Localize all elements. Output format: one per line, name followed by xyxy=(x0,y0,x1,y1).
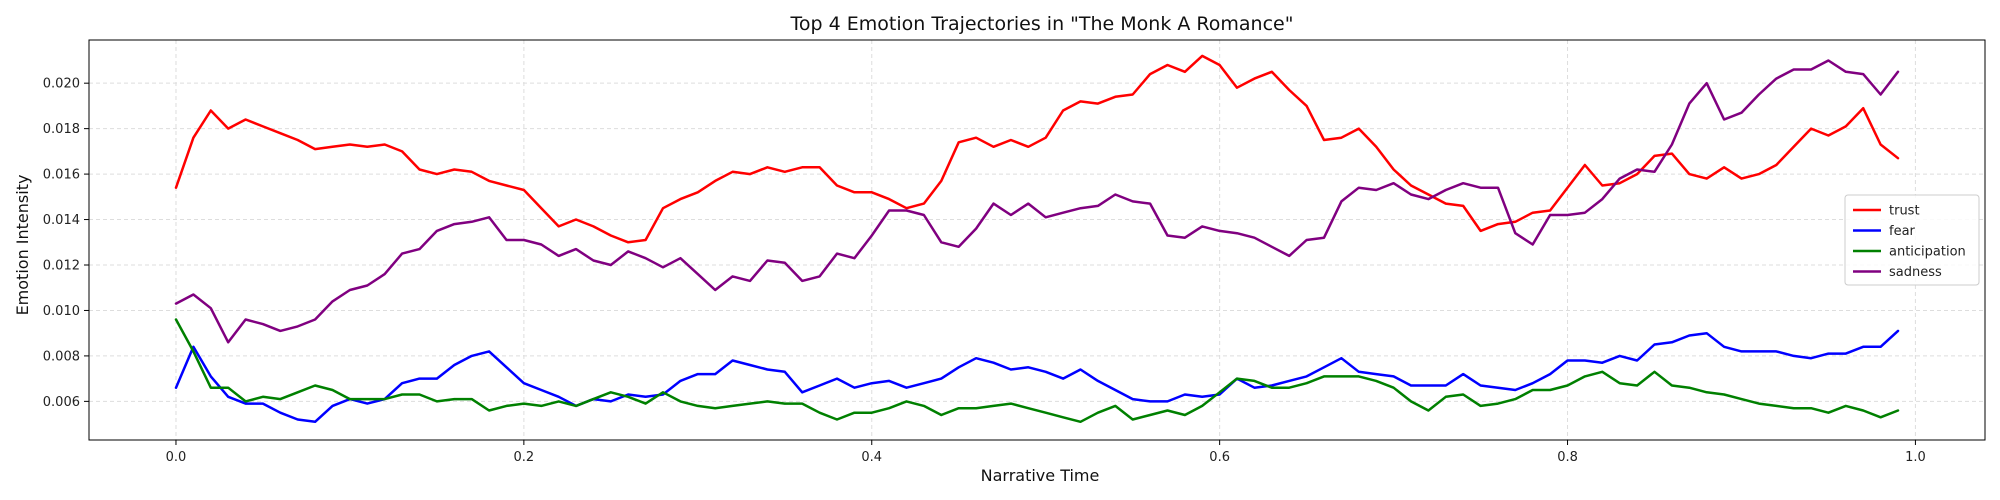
y-tick-label: 0.020 xyxy=(43,77,80,92)
chart-title: Top 4 Emotion Trajectories in "The Monk … xyxy=(790,13,1294,35)
x-axis-ticks: 0.0 0.2 0.4 0.6 0.8 1.0 xyxy=(166,440,1926,465)
x-tick-label: 1.0 xyxy=(1905,450,1926,465)
x-tick-label: 0.0 xyxy=(166,450,187,465)
y-tick-label: 0.010 xyxy=(43,304,80,319)
x-tick-label: 0.4 xyxy=(861,450,882,465)
x-tick-label: 0.6 xyxy=(1209,450,1230,465)
series-line-anticipation xyxy=(174,318,1900,424)
series-line-sadness xyxy=(174,59,1900,344)
y-axis-ticks: 0.006 0.008 0.010 0.012 0.014 0.016 0.018 0.020 xyxy=(43,77,89,410)
series-line-fear xyxy=(174,329,1900,424)
y-tick-label: 0.006 xyxy=(43,395,80,410)
plot-frame xyxy=(88,39,1986,441)
y-tick-label: 0.008 xyxy=(43,349,80,364)
y-axis-label: Emotion Intensity xyxy=(13,175,32,316)
legend: trust fear anticipation sadness xyxy=(1844,194,1980,286)
series-line-trust xyxy=(174,54,1900,244)
legend-label-sadness: sadness xyxy=(1889,265,1942,280)
legend-label-anticipation: anticipation xyxy=(1889,245,1966,260)
legend-label-trust: trust xyxy=(1889,204,1920,219)
y-tick-label: 0.016 xyxy=(43,168,80,183)
legend-label-fear: fear xyxy=(1889,224,1916,239)
y-tick-label: 0.012 xyxy=(43,259,80,274)
x-tick-label: 0.2 xyxy=(514,450,535,465)
x-axis-label: Narrative Time xyxy=(981,466,1100,485)
y-tick-label: 0.018 xyxy=(43,122,80,137)
series-layer xyxy=(174,54,1900,424)
grid-lines xyxy=(89,40,1985,440)
y-tick-label: 0.014 xyxy=(43,213,80,228)
x-tick-label: 0.8 xyxy=(1557,450,1578,465)
legend-box xyxy=(1844,194,1980,286)
